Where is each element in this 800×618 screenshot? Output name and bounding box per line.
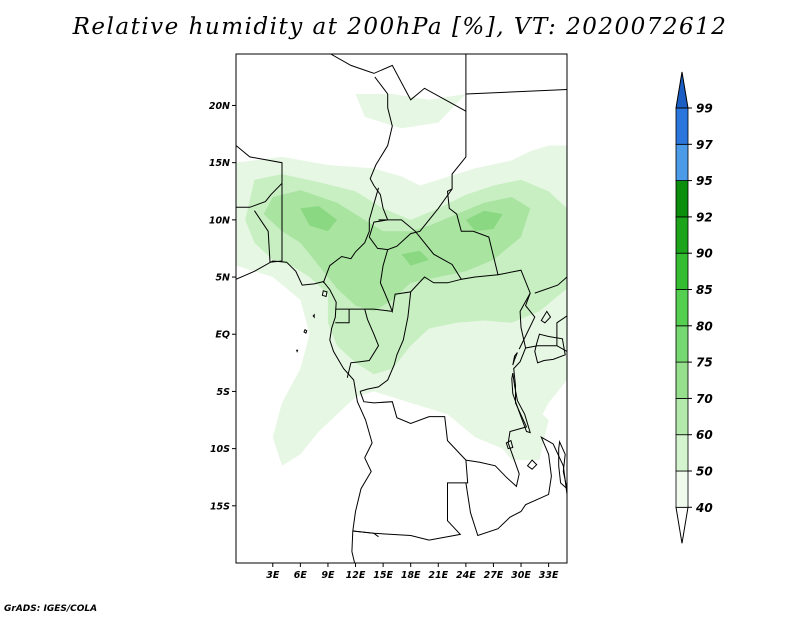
- lake-outline: [526, 459, 538, 470]
- country-border: [379, 249, 462, 314]
- x-tick-label: 18E: [401, 570, 421, 581]
- country-border: [368, 76, 453, 251]
- coastline: [236, 260, 373, 563]
- map-lines: [236, 54, 567, 563]
- colorbar-low-arrow: [675, 506, 689, 544]
- colorbar: 40 50 60 70 75 80 85 90 92 95 97 99: [675, 71, 713, 544]
- lake-outline: [540, 310, 552, 324]
- lake-outline: [534, 333, 566, 364]
- country-border: [519, 292, 531, 349]
- colorbar-segment-40: [675, 470, 689, 508]
- humidity-band-70: [300, 206, 338, 232]
- colorbar-segment-50: [675, 434, 689, 472]
- country-border: [322, 187, 379, 283]
- y-tick-label: 20N: [209, 101, 230, 112]
- colorbar-label: 80: [696, 319, 713, 333]
- x-tick-label: 33E: [539, 570, 559, 581]
- colorbar-high-arrow: [675, 71, 689, 109]
- y-tick-label: 15S: [210, 501, 230, 512]
- colorbar-segment-95: [675, 143, 689, 182]
- colorbar-label: 85: [696, 283, 713, 297]
- humidity-shading: [236, 94, 567, 466]
- x-tick-label: 3E: [266, 570, 280, 581]
- colorbar-segment-90: [675, 216, 689, 254]
- map-frame: [235, 53, 568, 564]
- colorbar-label: 75: [696, 356, 713, 370]
- colorbar-segment-70: [675, 361, 689, 399]
- country-border: [330, 54, 536, 350]
- colorbar-label: 40: [695, 501, 713, 515]
- y-tick-label: EQ: [215, 330, 230, 341]
- x-tick-label: 9E: [321, 570, 335, 581]
- x-tick-label: 24E: [456, 570, 476, 581]
- x-tick-label: 30E: [511, 570, 531, 581]
- country-border: [378, 219, 499, 280]
- colorbar-segment-80: [675, 289, 689, 327]
- country-border: [465, 54, 544, 112]
- country-border: [352, 530, 379, 538]
- colorbar-label: 95: [696, 174, 713, 188]
- chart-title: Relative humidity at 200hPa [%], VT: 202…: [72, 14, 728, 40]
- grads-credit: GrADS: IGES/COLA: [4, 604, 98, 614]
- humidity-band-70: [465, 210, 503, 232]
- lake-outline: [511, 373, 531, 434]
- colorbar-segment-97: [675, 107, 689, 145]
- colorbar-segment-92: [675, 180, 689, 218]
- country-border: [359, 291, 412, 392]
- country-border: [335, 309, 350, 324]
- y-tick-label: 10S: [210, 444, 230, 455]
- country-border: [465, 345, 567, 488]
- island-outline: [312, 313, 315, 319]
- x-tick-label: 27E: [484, 570, 504, 581]
- colorbar-label: 70: [696, 392, 713, 406]
- lake-outline: [512, 352, 518, 366]
- colorbar-label: 50: [696, 465, 713, 479]
- country-border: [352, 391, 469, 541]
- colorbar-label: 60: [696, 428, 713, 442]
- island-outline: [303, 328, 308, 334]
- country-border: [465, 89, 567, 95]
- y-tick-label: 5S: [217, 387, 231, 398]
- latitude-axis: 20N 15N 10N 5N EQ 5S 10S 15S: [209, 101, 236, 512]
- y-tick-label: 5N: [215, 273, 230, 284]
- longitude-axis: 3E 6E 9E 12E 15E 18E 21E 24E 27E 30E 33E: [266, 563, 559, 581]
- colorbar-segment-85: [675, 252, 689, 290]
- colorbar-segment-75: [675, 325, 689, 363]
- colorbar-label: 99: [696, 102, 713, 116]
- island-outline: [321, 290, 328, 298]
- country-border: [534, 276, 567, 294]
- x-tick-label: 15E: [373, 570, 393, 581]
- y-tick-label: 15N: [209, 158, 230, 169]
- humidity-band-40: [355, 94, 466, 129]
- colorbar-label: 90: [696, 247, 713, 261]
- colorbar-segment-60: [675, 397, 689, 436]
- x-tick-label: 21E: [428, 570, 448, 581]
- y-tick-label: 10N: [209, 215, 230, 226]
- x-tick-label: 12E: [346, 570, 366, 581]
- country-border: [335, 308, 393, 312]
- humidity-band-70: [401, 250, 430, 266]
- country-border: [465, 436, 567, 537]
- country-border: [346, 308, 380, 378]
- lake-outline: [558, 439, 567, 490]
- island-outline: [296, 349, 299, 353]
- x-tick-label: 6E: [294, 570, 308, 581]
- colorbar-label: 92: [696, 210, 713, 224]
- colorbar-label: 97: [696, 138, 713, 152]
- lake-outline: [505, 439, 514, 450]
- country-border: [236, 145, 283, 208]
